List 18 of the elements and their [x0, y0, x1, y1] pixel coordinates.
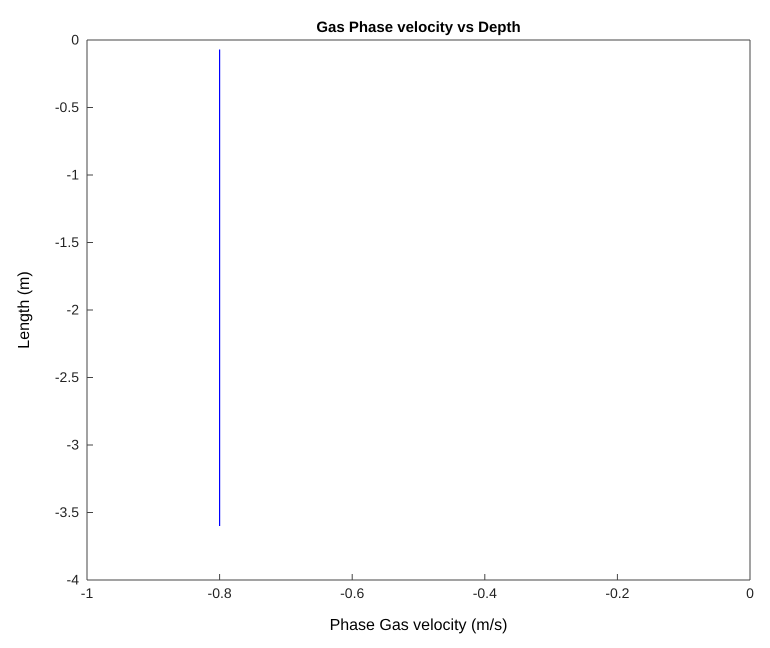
- y-tick-label: -1.5: [54, 234, 80, 250]
- x-tick-label: -0.4: [472, 584, 498, 601]
- x-tick-label: -0.6: [340, 584, 364, 601]
- y-tick-label: -0.5: [54, 98, 80, 115]
- y-tick-label: -2.5: [54, 368, 80, 385]
- y-tick-label: -3.5: [54, 504, 80, 520]
- x-tick-label: -0.2: [605, 584, 630, 601]
- x-tick-label: -0.8: [208, 584, 232, 601]
- y-axis-title: Length (m): [16, 271, 33, 349]
- x-tick-label: -1: [80, 584, 94, 601]
- y-tick-label: -4: [66, 571, 80, 588]
- chart-title: Gas Phase velocity vs Depth: [316, 19, 521, 36]
- y-tick-label: -1: [66, 166, 80, 182]
- y-tick-label: -2: [66, 301, 80, 318]
- x-axis-title: Phase Gas velocity (m/s): [330, 617, 508, 634]
- y-tick-label: -3: [66, 436, 80, 452]
- y-tick-label: 0: [71, 31, 80, 48]
- x-tick-label: 0: [746, 584, 754, 601]
